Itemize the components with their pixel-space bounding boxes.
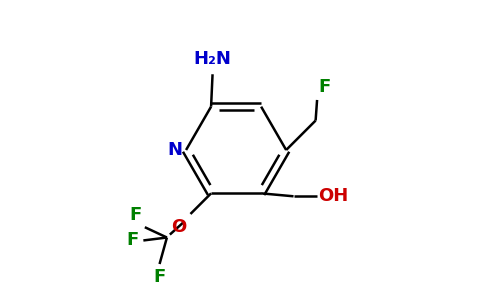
Text: O: O [171,218,186,236]
Text: F: F [318,77,331,95]
Text: H₂N: H₂N [194,50,231,68]
Text: N: N [167,141,182,159]
Text: F: F [153,268,166,286]
Text: OH: OH [318,187,349,205]
Text: F: F [127,232,139,250]
Text: F: F [130,206,142,224]
